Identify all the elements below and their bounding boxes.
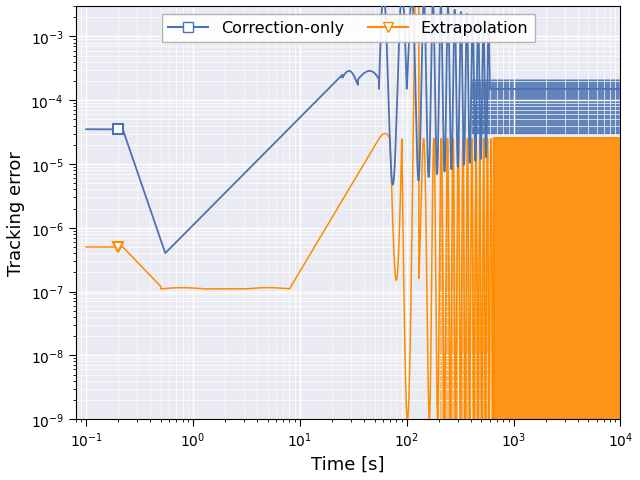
X-axis label: Time [s]: Time [s] bbox=[311, 455, 385, 473]
Y-axis label: Tracking error: Tracking error bbox=[7, 151, 25, 276]
Legend: Correction-only, Extrapolation: Correction-only, Extrapolation bbox=[162, 15, 534, 43]
Correction-only bbox=[216, 196, 223, 202]
Extrapolation bbox=[216, 287, 223, 292]
Extrapolation bbox=[582, 136, 589, 142]
Extrapolation bbox=[83, 244, 90, 250]
Correction-only bbox=[582, 87, 589, 93]
Line: Correction-only: Correction-only bbox=[86, 0, 620, 253]
Extrapolation bbox=[425, 415, 433, 420]
Extrapolation bbox=[465, 316, 472, 322]
Extrapolation bbox=[335, 204, 342, 209]
Extrapolation bbox=[616, 136, 624, 142]
Correction-only bbox=[83, 127, 90, 133]
Correction-only bbox=[161, 251, 169, 256]
Correction-only bbox=[616, 87, 624, 93]
Extrapolation bbox=[405, 384, 413, 390]
Extrapolation bbox=[466, 416, 474, 422]
Correction-only bbox=[406, 30, 413, 36]
Correction-only bbox=[465, 117, 472, 122]
Line: Extrapolation: Extrapolation bbox=[86, 0, 620, 419]
Correction-only bbox=[335, 76, 342, 82]
Correction-only bbox=[426, 168, 433, 174]
